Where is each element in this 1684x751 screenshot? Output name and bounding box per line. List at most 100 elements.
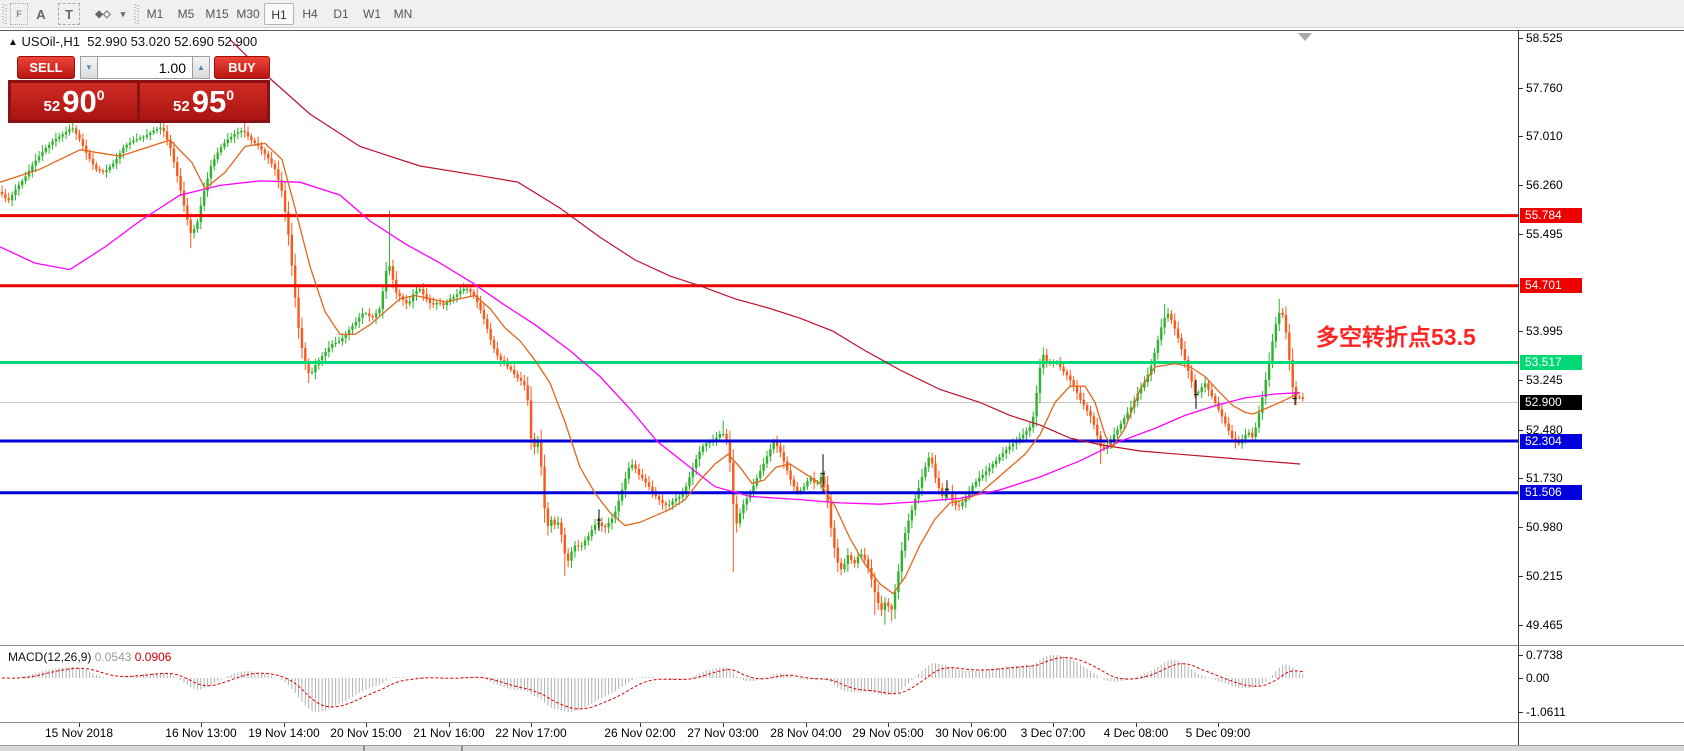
timeframe-button-mn[interactable]: MN — [393, 7, 413, 21]
candle — [95, 164, 98, 170]
candle — [408, 301, 411, 304]
candle — [81, 139, 85, 146]
candle — [169, 139, 172, 149]
candle — [391, 266, 395, 280]
timeframe-button-w1[interactable]: W1 — [363, 7, 381, 21]
candle — [1294, 387, 1298, 397]
doji-layer — [597, 379, 1297, 531]
candle — [1065, 371, 1069, 376]
candle — [273, 163, 277, 170]
toolbar-grip[interactable] — [2, 4, 7, 24]
toolbar-grip[interactable] — [134, 4, 139, 24]
candle — [283, 190, 287, 212]
candle — [725, 433, 728, 441]
shapes-icon[interactable]: ◆◇ — [95, 8, 111, 20]
candle — [1035, 392, 1038, 417]
ma-slow-line — [229, 39, 1301, 465]
price-tick-label: 56.260 — [1526, 177, 1563, 192]
sell-price[interactable]: 52 90 0 — [11, 83, 137, 120]
candle — [893, 592, 897, 610]
macd-panel-separator[interactable] — [0, 645, 1684, 646]
candle — [1133, 400, 1136, 408]
timeframe-button-m30[interactable]: M30 — [236, 7, 260, 21]
candle — [290, 234, 294, 266]
candle — [1018, 438, 1021, 441]
candle — [526, 385, 529, 401]
candle — [1261, 397, 1264, 413]
time-tick-label: 22 Nov 17:00 — [495, 726, 567, 740]
candle — [1089, 410, 1092, 417]
candle — [1278, 312, 1281, 325]
candle — [216, 152, 219, 160]
candle — [64, 131, 68, 135]
buy-price[interactable]: 52 95 0 — [140, 83, 267, 120]
candle — [816, 482, 819, 484]
candle — [843, 564, 846, 570]
price-tick-label: 53.995 — [1526, 324, 1563, 339]
candle — [1220, 409, 1224, 417]
candle — [91, 158, 95, 165]
timeframe-button-h1[interactable]: H1 — [264, 3, 294, 25]
candle — [664, 503, 668, 505]
time-tick-label: 20 Nov 15:00 — [330, 726, 402, 740]
candle — [779, 446, 782, 453]
candles-layer — [0, 118, 1305, 625]
candle — [587, 536, 590, 541]
candle — [428, 299, 432, 304]
candle — [920, 476, 924, 488]
symbol-collapse-icon[interactable]: ▲ — [8, 37, 18, 48]
chart-shift-icon[interactable]: F — [10, 3, 28, 25]
time-tick-mark — [531, 723, 532, 727]
candle — [829, 501, 833, 528]
volume-input[interactable]: 1.00 — [97, 56, 193, 79]
timeframe-button-h4[interactable]: H4 — [302, 7, 318, 21]
candle — [1008, 446, 1011, 450]
volume-decrease-button[interactable]: ▼ — [80, 56, 97, 79]
candle — [674, 498, 678, 502]
candle — [1143, 382, 1146, 388]
candle — [604, 526, 607, 528]
candle — [37, 156, 41, 161]
candle — [516, 374, 519, 378]
candle — [317, 360, 320, 365]
candle — [475, 295, 479, 303]
candle — [58, 136, 61, 139]
candle — [856, 556, 860, 564]
candle — [651, 486, 654, 492]
candle — [533, 438, 536, 448]
candle — [465, 289, 469, 291]
candle — [4, 194, 7, 199]
timeframe-button-m1[interactable]: M1 — [146, 7, 164, 21]
candle — [388, 266, 391, 271]
candle — [620, 489, 624, 501]
text-box-icon[interactable]: T — [58, 3, 80, 25]
candle — [1055, 361, 1059, 363]
macd-tick-label: -1.0611 — [1526, 705, 1566, 719]
candle — [14, 189, 17, 195]
time-tick-mark — [201, 723, 202, 727]
candle — [984, 471, 988, 475]
candle — [415, 290, 418, 295]
time-tick-label: 28 Nov 04:00 — [770, 726, 842, 740]
timeframe-button-m5[interactable]: M5 — [177, 7, 195, 21]
candle — [684, 486, 688, 492]
candle — [486, 319, 489, 329]
timeframe-button-m15[interactable]: M15 — [205, 7, 229, 21]
text-label-icon[interactable]: A — [36, 6, 46, 22]
price-tick-label: 50.215 — [1526, 569, 1563, 584]
macd-panel-separator[interactable] — [0, 722, 1684, 723]
shapes-dropdown-arrow[interactable]: ▾ — [120, 8, 126, 19]
candle — [994, 460, 998, 465]
sell-button[interactable]: SELL — [17, 56, 75, 79]
candle — [1153, 352, 1156, 366]
candle — [24, 176, 27, 182]
timeframe-button-d1[interactable]: D1 — [333, 7, 349, 21]
candle — [1227, 423, 1230, 431]
candle — [196, 222, 199, 229]
candle — [769, 449, 772, 457]
candle — [580, 545, 583, 547]
volume-increase-button[interactable]: ▲ — [193, 56, 210, 79]
buy-button[interactable]: BUY — [214, 56, 270, 79]
candle — [186, 205, 189, 220]
